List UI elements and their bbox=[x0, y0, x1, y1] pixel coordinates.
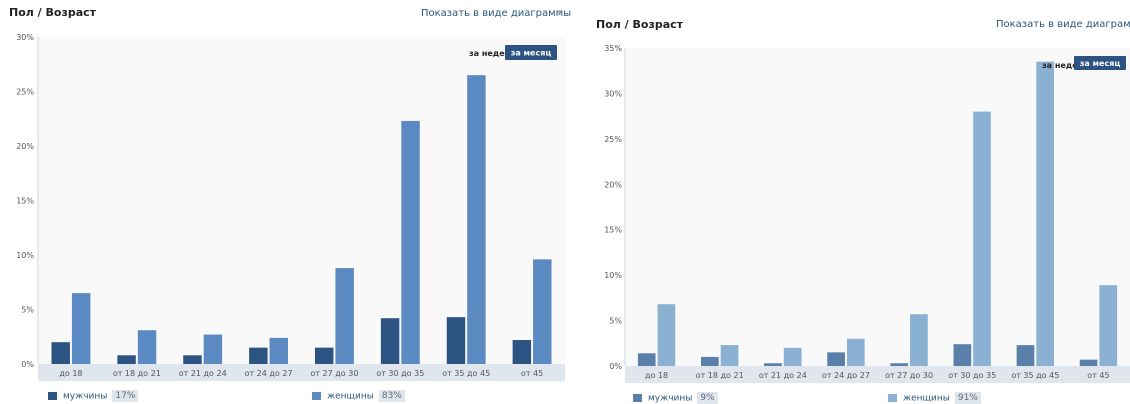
bar-men bbox=[512, 340, 532, 364]
bar-men bbox=[953, 344, 972, 366]
bar-men bbox=[701, 356, 719, 366]
panel-title: Пол / Возраст bbox=[596, 18, 684, 31]
bar-men bbox=[1079, 359, 1098, 366]
y-tick-label: 10% bbox=[16, 251, 34, 260]
bar-women bbox=[657, 304, 676, 366]
bar-women bbox=[335, 268, 354, 364]
x-tick-label: от 30 до 35 bbox=[376, 369, 424, 378]
x-tick-label: от 45 bbox=[1087, 371, 1109, 380]
y-tick-label: 35% bbox=[604, 44, 622, 53]
bar-men bbox=[446, 317, 466, 364]
bar-women bbox=[203, 334, 223, 364]
bar-men bbox=[380, 318, 400, 364]
y-tick-label: 20% bbox=[604, 180, 622, 189]
legend-item-women: женщины 83% bbox=[312, 390, 405, 402]
y-tick-label: 30% bbox=[16, 33, 34, 42]
period-month-button-bg[interactable] bbox=[1074, 56, 1126, 70]
x-tick-label: от 27 до 30 bbox=[885, 371, 933, 380]
legend-item-women: женщины 91% bbox=[888, 392, 981, 404]
period-month-button[interactable]: за месяц bbox=[1080, 59, 1121, 68]
legend-label-men: мужчины bbox=[648, 393, 693, 404]
x-axis-band bbox=[625, 366, 1130, 383]
legend-swatch-men bbox=[633, 394, 642, 402]
y-tick-label: 0% bbox=[609, 362, 622, 371]
bar-men bbox=[249, 347, 268, 364]
y-tick-label: 5% bbox=[609, 317, 622, 326]
bar-women bbox=[467, 75, 486, 365]
show-diagram-link[interactable]: Показать в виде диаграммы bbox=[421, 8, 572, 19]
bar-chart-2: 0% 5% 10% 15% 20% 25% 30% 35% до 18 от 18 до 21 от… bbox=[604, 44, 1130, 383]
x-tick-label: от 24 до 27 bbox=[822, 371, 870, 380]
y-tick-label: 10% bbox=[604, 271, 622, 280]
bar-chart-1: 0% 5% 10% 15% 20% 25% 30% до 18 от 18 до 21 от 21… bbox=[16, 33, 565, 381]
legend-swatch-men bbox=[48, 392, 57, 400]
chevron-down-icon[interactable]: ▾ bbox=[557, 8, 562, 18]
y-tick-label: 5% bbox=[21, 306, 34, 315]
bar-women bbox=[1036, 61, 1054, 366]
y-tick-label: 25% bbox=[16, 88, 34, 97]
legend-pct-men: 9% bbox=[697, 392, 718, 404]
bar-men bbox=[314, 347, 334, 364]
x-tick-label: от 18 до 21 bbox=[696, 371, 744, 380]
plot-area bbox=[625, 48, 1130, 366]
bar-men bbox=[890, 363, 909, 366]
bar-women bbox=[720, 345, 739, 366]
bar-women bbox=[973, 111, 991, 366]
y-tick-label: 15% bbox=[16, 197, 34, 206]
legend-pct-women: 83% bbox=[378, 390, 405, 402]
bar-men bbox=[183, 355, 202, 364]
x-tick-label: от 45 bbox=[521, 369, 543, 378]
legend-label-men: мужчины bbox=[63, 391, 108, 402]
legend-swatch-women bbox=[888, 394, 897, 402]
x-tick-label: от 21 до 24 bbox=[179, 369, 227, 378]
bar-women bbox=[910, 314, 928, 366]
plot-area bbox=[38, 37, 565, 364]
chart-panel-2: Пол / Возраст Показать в виде диаграммы … bbox=[592, 0, 1130, 404]
period-month-button-bg[interactable] bbox=[505, 45, 557, 60]
x-tick-label: от 30 до 35 bbox=[948, 371, 996, 380]
chart-panel-1: Пол / Возраст Показать в виде диаграммы … bbox=[9, 6, 572, 402]
x-tick-label: до 18 bbox=[59, 369, 82, 378]
panel-title: Пол / Возраст bbox=[9, 6, 97, 19]
bar-men bbox=[117, 355, 136, 364]
legend-pct-men: 17% bbox=[112, 390, 139, 402]
legend-item-men: мужчины 9% bbox=[633, 392, 718, 404]
bar-women bbox=[269, 337, 289, 364]
bar-men bbox=[637, 353, 656, 366]
bar-men bbox=[764, 363, 782, 366]
legend-label-women: женщины bbox=[903, 393, 950, 404]
bar-women bbox=[533, 259, 552, 364]
bar-men bbox=[827, 352, 845, 366]
bar-men bbox=[51, 342, 70, 364]
bar-women bbox=[71, 293, 91, 364]
bar-women bbox=[846, 338, 865, 366]
y-tick-label: 30% bbox=[604, 89, 622, 98]
bar-women bbox=[1099, 285, 1118, 366]
y-tick-label: 20% bbox=[16, 142, 34, 151]
x-tick-label: до 18 bbox=[645, 371, 668, 380]
x-axis-band bbox=[38, 364, 565, 381]
x-tick-label: от 35 до 45 bbox=[442, 369, 490, 378]
y-tick-label: 15% bbox=[604, 226, 622, 235]
x-tick-label: от 18 до 21 bbox=[113, 369, 161, 378]
period-week-button[interactable]: за неделю bbox=[469, 49, 519, 58]
show-diagram-link[interactable]: Показать в виде диаграммы bbox=[996, 19, 1130, 30]
legend-item-men: мужчины 17% bbox=[48, 390, 139, 402]
y-tick-label: 25% bbox=[604, 135, 622, 144]
legend-label-women: женщины bbox=[327, 391, 374, 402]
legend-pct-women: 91% bbox=[954, 392, 981, 404]
x-tick-label: от 35 до 45 bbox=[1011, 371, 1059, 380]
period-month-button[interactable]: за месяц bbox=[511, 49, 552, 58]
y-tick-label: 0% bbox=[21, 360, 34, 369]
x-tick-label: от 27 до 30 bbox=[310, 369, 358, 378]
bar-women bbox=[783, 347, 802, 366]
x-tick-label: от 21 до 24 bbox=[759, 371, 807, 380]
bar-men bbox=[1016, 345, 1035, 366]
bar-women bbox=[401, 120, 420, 365]
bar-women bbox=[137, 330, 157, 364]
legend-swatch-women bbox=[312, 392, 321, 400]
period-week-button[interactable]: за неделю bbox=[1042, 61, 1092, 70]
x-tick-label: от 24 до 27 bbox=[245, 369, 293, 378]
